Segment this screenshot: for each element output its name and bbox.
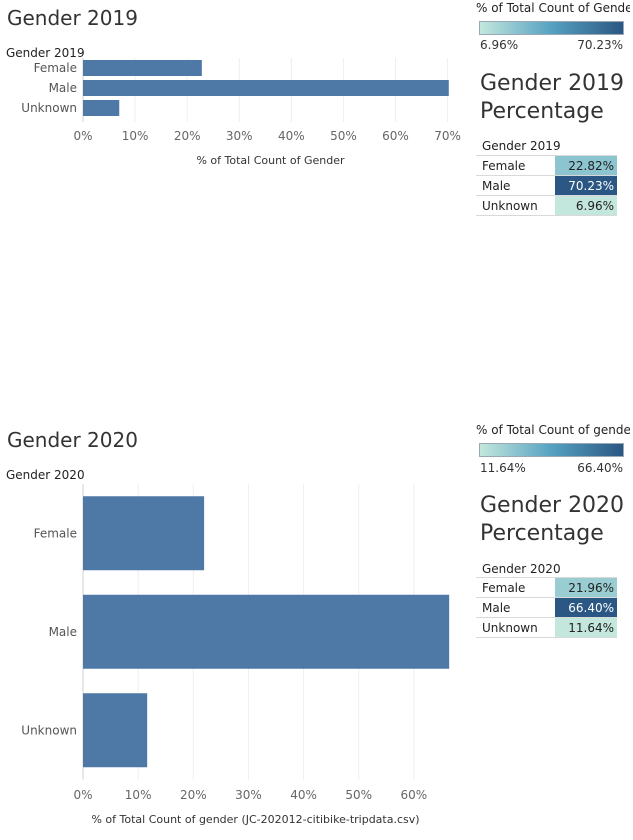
category-label-female: Female	[34, 61, 77, 75]
percentage-table-2019: Female 22.82% Male 70.23% Unknown 6.96%	[476, 155, 617, 216]
percentage-table-2020: Female 21.96% Male 66.40% Unknown 11.64%	[476, 577, 617, 638]
bar-male[interactable]	[83, 594, 450, 669]
x-tick-label: 60%	[401, 788, 428, 802]
table-2019-row-label: Male	[476, 175, 555, 196]
table-2019-row-value: 6.96%	[555, 195, 617, 216]
x-axis-label: % of Total Count of Gender	[196, 154, 345, 167]
table-2019-row-value: 22.82%	[555, 155, 617, 176]
table-2020-title: Gender 2020 Percentage	[480, 492, 624, 548]
table-2019-title-line1: Gender 2019	[480, 71, 625, 96]
table-2020-title-line1: Gender 2020	[480, 493, 625, 518]
bar-unknown[interactable]	[83, 100, 120, 116]
x-tick-label: 30%	[235, 788, 262, 802]
table-2020-row-label: Male	[476, 597, 555, 618]
x-tick-label: 10%	[122, 129, 149, 143]
table-2019-row-label: Unknown	[476, 195, 555, 216]
x-tick-label: 0%	[73, 129, 92, 143]
legend-2019-title: % of Total Count of Gender	[476, 1, 630, 15]
table-2020-row-label: Female	[476, 577, 555, 598]
table-2019-header: Gender 2019	[482, 139, 561, 153]
x-tick-label: 30%	[226, 129, 253, 143]
table-2020-row-value: 66.40%	[555, 597, 617, 618]
chart-2020-title: Gender 2020	[7, 428, 138, 452]
x-tick-label: 40%	[290, 788, 317, 802]
table-2020-row-label: Unknown	[476, 617, 555, 638]
table-row: Male 70.23%	[476, 175, 617, 196]
category-label-male: Male	[49, 81, 77, 95]
table-row: Unknown 11.64%	[476, 617, 617, 638]
x-tick-label: 50%	[330, 129, 357, 143]
category-label-unknown: Unknown	[21, 101, 77, 115]
bar-chart-2019: Female Male Unknown 0% 10% 20% 30% 40% 50% 60% 70%…	[21, 58, 461, 167]
table-2019-row-label: Female	[476, 155, 555, 176]
legend-2019-color-scale	[479, 21, 624, 35]
bar-male[interactable]	[83, 80, 449, 96]
table-2020-row-value: 11.64%	[555, 617, 617, 638]
x-tick-label: 70%	[434, 129, 461, 143]
chart-2019-title: Gender 2019	[7, 6, 138, 30]
chart-2020-row-header: Gender 2020	[6, 468, 85, 482]
bar-female[interactable]	[83, 496, 205, 571]
x-tick-label: 10%	[125, 788, 152, 802]
x-tick-label: 20%	[174, 129, 201, 143]
legend-2019-min-label: 6.96%	[480, 38, 519, 52]
legend-2020-color-scale	[479, 443, 624, 457]
table-row: Female 22.82%	[476, 155, 617, 176]
table-2019-title-line2: Percentage	[480, 99, 604, 124]
table-2019-row-value: 70.23%	[555, 175, 617, 196]
bar-chart-2020: Female Male Unknown 0% 10% 20% 30% 40% 50% 60% % o…	[21, 484, 450, 826]
category-label-male: Male	[49, 625, 77, 639]
table-row: Female 21.96%	[476, 577, 617, 598]
x-tick-label: 40%	[278, 129, 305, 143]
table-row: Male 66.40%	[476, 597, 617, 618]
table-2019-title: Gender 2019 Percentage	[480, 70, 624, 126]
x-tick-label: 0%	[73, 788, 92, 802]
legend-2020-title: % of Total Count of gende..	[476, 423, 630, 437]
x-tick-label: 20%	[180, 788, 207, 802]
legend-2019-max-label: 70.23%	[577, 38, 623, 52]
table-2020-row-value: 21.96%	[555, 577, 617, 598]
bar-unknown[interactable]	[83, 693, 148, 768]
x-tick-label: 60%	[382, 129, 409, 143]
bar-female[interactable]	[83, 60, 202, 76]
x-tick-label: 50%	[345, 788, 372, 802]
category-label-female: Female	[34, 526, 77, 540]
x-axis-label: % of Total Count of gender (JC-202012-ci…	[91, 813, 419, 826]
category-label-unknown: Unknown	[21, 723, 77, 737]
table-2020-title-line2: Percentage	[480, 521, 604, 546]
table-2020-header: Gender 2020	[482, 562, 561, 576]
legend-2020-min-label: 11.64%	[480, 461, 526, 475]
chart-2019-row-header: Gender 2019	[6, 46, 85, 60]
legend-2020-max-label: 66.40%	[577, 461, 623, 475]
table-row: Unknown 6.96%	[476, 195, 617, 216]
